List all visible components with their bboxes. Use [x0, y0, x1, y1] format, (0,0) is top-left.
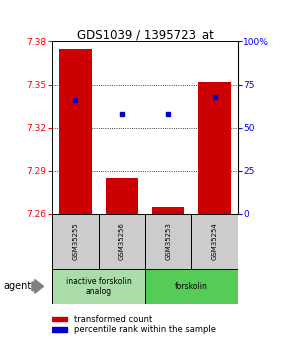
Text: percentile rank within the sample: percentile rank within the sample	[75, 325, 216, 334]
Bar	[106, 178, 138, 214]
Text: agent: agent	[3, 282, 31, 291]
Text: GSM35256: GSM35256	[119, 223, 125, 260]
Text: GSM35254: GSM35254	[212, 223, 218, 260]
Bar	[52, 327, 67, 332]
Text: GSM35253: GSM35253	[165, 223, 171, 260]
Bar	[191, 214, 238, 269]
Bar	[52, 214, 99, 269]
Text: inactive forskolin
analog: inactive forskolin analog	[66, 277, 131, 296]
Bar	[198, 82, 231, 214]
Text: forskolin: forskolin	[175, 282, 208, 291]
Title: GDS1039 / 1395723_at: GDS1039 / 1395723_at	[77, 28, 213, 41]
Bar	[59, 49, 92, 214]
Text: transformed count: transformed count	[75, 315, 153, 324]
Bar	[152, 207, 184, 214]
Bar	[99, 214, 145, 269]
Bar	[145, 214, 191, 269]
Text: GSM35255: GSM35255	[72, 223, 78, 260]
Bar	[145, 269, 238, 304]
Bar	[52, 317, 67, 321]
Bar	[52, 269, 145, 304]
